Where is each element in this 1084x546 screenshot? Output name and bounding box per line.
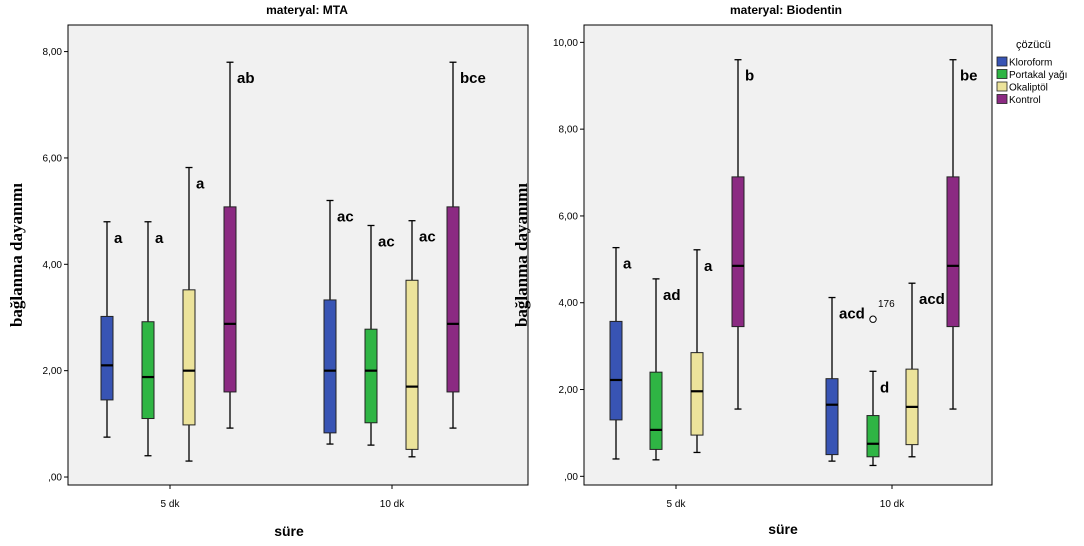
y-tick-label: 4,00 <box>559 298 579 309</box>
y-axis: ,00 2,00 4,00 6,00 8,00 10,00 <box>553 38 584 483</box>
y-axis-label: bağlanma dayanımı <box>512 183 531 327</box>
y-tick-label: 10,00 <box>553 38 578 49</box>
significance-letter: be <box>960 68 978 85</box>
iqr-box <box>825 378 839 456</box>
chart-title: materyal: Biodentin <box>730 3 842 17</box>
significance-letter: a <box>196 176 205 193</box>
box-group: a ac a ac a ac ab bce <box>100 61 486 462</box>
legend-swatch <box>996 81 1008 92</box>
box-okalipt-l-5dk: a <box>690 249 713 454</box>
box-kontrol-5dk: ab <box>223 61 255 429</box>
y-axis-label: bağlanma dayanımı <box>7 183 26 327</box>
significance-letter: a <box>704 258 713 275</box>
y-tick-label: 6,00 <box>559 211 579 222</box>
x-axis: 5 dk 10 dk <box>161 485 405 510</box>
iqr-box <box>323 299 337 434</box>
iqr-box <box>405 279 419 450</box>
box-okalipt-l-10dk: ac <box>405 220 436 458</box>
box-portakal-ya--10dk: 176 d <box>866 299 895 467</box>
y-tick-label: ,00 <box>564 472 578 483</box>
significance-letter: ac <box>419 229 436 246</box>
significance-letter: acd <box>839 306 865 323</box>
y-tick-label: 6,00 <box>43 153 63 164</box>
box-kontrol-10dk: be <box>946 59 978 410</box>
y-tick-label: 8,00 <box>559 125 579 136</box>
iqr-box <box>182 289 196 426</box>
significance-letter: ac <box>337 208 354 225</box>
legend-item-label: Okaliptöl <box>1009 83 1048 94</box>
box-kontrol-10dk: bce <box>446 61 486 429</box>
legend-title: çözücü <box>1016 39 1051 51</box>
significance-letter: ab <box>237 70 255 87</box>
y-axis: ,00 2,00 4,00 6,00 8,00 <box>43 47 68 484</box>
chart-title: materyal: MTA <box>266 3 348 17</box>
legend-item-label: Kontrol <box>1009 95 1041 106</box>
iqr-box <box>364 328 378 424</box>
box-kloroform-5dk: a <box>100 221 123 438</box>
box-portakal-ya--10dk: ac <box>364 224 395 446</box>
chart-panel-biodentin: materyal: Biodentin ,00 2,00 4,00 6,00 8,00 1… <box>512 3 1067 537</box>
significance-letter: a <box>114 230 123 247</box>
y-tick-label: 2,00 <box>43 366 63 377</box>
significance-letter: d <box>880 379 889 396</box>
x-axis-label: süre <box>274 523 304 539</box>
iqr-box <box>141 321 155 420</box>
significance-letter: ac <box>378 233 395 250</box>
significance-letter: bce <box>460 70 486 87</box>
box-kloroform-10dk: ac <box>323 199 354 445</box>
significance-letter: ad <box>663 287 681 304</box>
legend-item-label: Portakal yağı <box>1009 70 1067 81</box>
box-group: a acd ad 176 d a acd b be <box>609 59 978 467</box>
box-kloroform-10dk: acd <box>825 296 865 462</box>
box-portakal-ya--5dk: a <box>141 221 164 457</box>
iqr-box <box>446 206 460 393</box>
x-axis: 5 dk 10 dk <box>667 485 905 510</box>
x-axis-label: süre <box>768 521 798 537</box>
y-tick-label: 2,00 <box>559 385 579 396</box>
box-kontrol-5dk: b <box>731 59 754 410</box>
iqr-box <box>946 176 960 328</box>
legend-swatch <box>996 69 1008 79</box>
iqr-box <box>690 352 704 436</box>
box-okalipt-l-5dk: a <box>182 166 205 462</box>
chart-panel-mta: materyal: MTA ,00 2,00 4,00 6,00 8,00 5 dk 10… <box>7 3 529 539</box>
iqr-box <box>649 371 663 450</box>
outlier-label: 176 <box>878 299 895 310</box>
legend-swatch <box>996 94 1008 104</box>
legend-swatch <box>996 56 1008 67</box>
box-okalipt-l-10dk: acd <box>905 282 945 458</box>
significance-letter: a <box>623 256 632 273</box>
y-tick-label: 4,00 <box>43 260 63 271</box>
outlier-point <box>869 315 877 323</box>
significance-letter: a <box>155 230 164 247</box>
box-kloroform-5dk: a <box>609 246 632 460</box>
iqr-box <box>731 176 745 328</box>
significance-letter: b <box>745 68 754 85</box>
iqr-box <box>609 320 623 421</box>
significance-letter: acd <box>919 291 945 308</box>
iqr-box <box>223 206 237 393</box>
legend-item-label: Kloroform <box>1009 58 1052 69</box>
iqr-box <box>866 415 880 458</box>
box-portakal-ya--5dk: ad <box>649 278 681 461</box>
x-tick-label: 5 dk <box>667 499 687 510</box>
y-tick-label: 8,00 <box>43 47 63 58</box>
x-tick-label: 10 dk <box>380 499 405 510</box>
x-tick-label: 5 dk <box>161 499 181 510</box>
plot-area <box>583 24 993 486</box>
y-tick-label: ,00 <box>48 473 62 484</box>
iqr-box <box>100 315 114 401</box>
x-tick-label: 10 dk <box>880 499 905 510</box>
